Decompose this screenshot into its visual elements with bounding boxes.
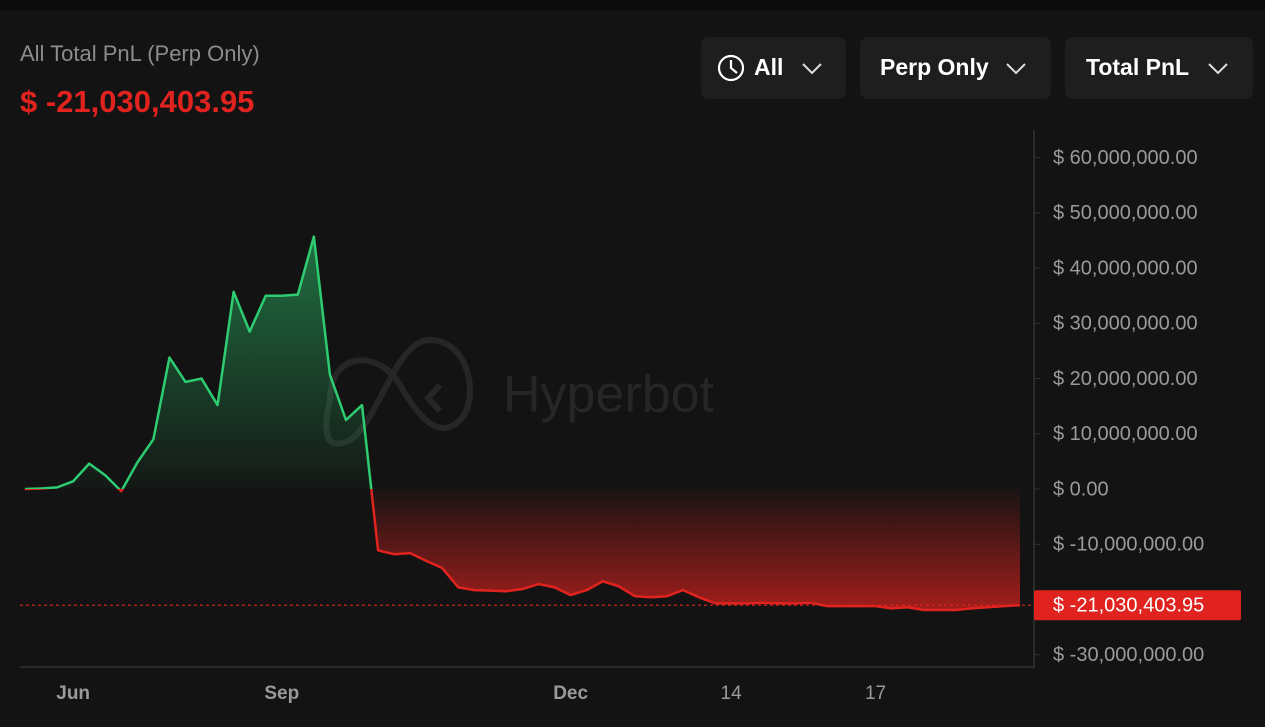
y-tick-label: $ 60,000,000.00	[1053, 147, 1198, 169]
chevron	[1006, 63, 1026, 75]
dropdown[interactable]: All	[701, 37, 846, 99]
y-tick-label: $ 10,000,000.00	[1053, 423, 1198, 445]
dropdown[interactable]: Perp Only	[860, 37, 1051, 99]
current-value-tag	[1034, 590, 1241, 621]
chevron	[1208, 63, 1228, 75]
dropdown-bg[interactable]	[701, 37, 846, 99]
chevron	[802, 63, 822, 75]
current-value-label: $ -21,030,403.95	[1053, 594, 1204, 616]
dropdown[interactable]: Total PnL	[1065, 37, 1253, 99]
line	[24, 235, 1021, 612]
y-tick-label: $ 0.00	[1053, 478, 1109, 500]
x-tick-label: 14	[721, 683, 743, 704]
dropdown-label[interactable]: Perp Only	[880, 54, 989, 80]
dropdown-label[interactable]: All	[754, 54, 783, 80]
top-strip	[0, 0, 1265, 10]
y-tick-label: $ 40,000,000.00	[1053, 257, 1198, 279]
x-tick-label: 17	[865, 683, 886, 704]
watermark: Hyperbot	[503, 366, 715, 424]
dropdown-bg[interactable]	[860, 37, 1051, 99]
y-tick-label: $ -30,000,000.00	[1053, 644, 1204, 666]
clock-hands	[729, 60, 738, 74]
y-tick-label: $ 50,000,000.00	[1053, 202, 1198, 224]
chart-title: All Total PnL (Perp Only)	[20, 41, 260, 66]
x-tick-label: Sep	[264, 683, 299, 704]
y-tick-label: $ -10,000,000.00	[1053, 534, 1204, 556]
area	[25, 236, 1020, 611]
y-tick-label: $ 30,000,000.00	[1053, 313, 1198, 335]
clock-icon	[717, 54, 745, 82]
y-tick-label: $ 20,000,000.00	[1053, 368, 1198, 390]
total-value: $ -21,030,403.95	[20, 84, 254, 119]
dropdown-label[interactable]: Total PnL	[1086, 54, 1189, 80]
x-tick-label: Jun	[56, 683, 90, 704]
x-tick-label: Dec	[553, 683, 588, 704]
dropdown-bg[interactable]	[1065, 37, 1253, 99]
